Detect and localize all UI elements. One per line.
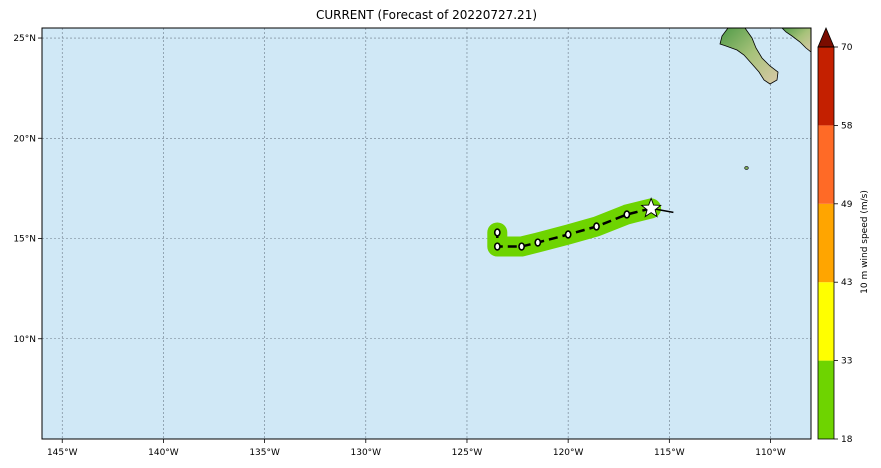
colorbar-tick-label: 58	[841, 121, 853, 131]
star-icon	[640, 197, 662, 218]
colorbar-bin	[818, 282, 834, 361]
forecast-position-marker	[623, 210, 631, 219]
longitude-tick-label: 120°W	[553, 448, 584, 458]
longitude-tick-label: 110°W	[755, 448, 786, 458]
longitude-tick-label: 135°W	[249, 448, 280, 458]
forecast-position-marker	[493, 228, 501, 237]
colorbar-border	[817, 46, 835, 440]
forecast-position-marker	[534, 238, 542, 247]
colorbar-extend-max	[817, 26, 835, 48]
forecast-position-marker	[593, 222, 600, 231]
longitude-tick-label: 115°W	[654, 448, 685, 458]
colorbar-tick-label: 43	[841, 278, 852, 288]
longitude-tick-label: 125°W	[452, 448, 483, 458]
colorbar-bin	[818, 125, 834, 204]
colorbar-tick-label: 18	[841, 435, 853, 445]
latitude-tick-label: 15°N	[13, 235, 36, 245]
colorbar-tick-label: 70	[841, 43, 853, 53]
forecast-track-line	[496, 207, 652, 248]
latitude-tick-label: 10°N	[13, 335, 36, 345]
latitude-tick-label: 20°N	[13, 134, 36, 144]
forecast-position-marker	[493, 242, 501, 251]
forecast-position-marker	[518, 242, 526, 251]
storm-track	[487, 197, 674, 257]
colorbar-tick-label: 49	[841, 200, 853, 210]
land-masses	[719, 28, 811, 170]
baja-california-land	[719, 28, 779, 85]
colorbar-bin	[818, 360, 834, 439]
colorbar-bin	[818, 203, 834, 283]
colorbar-bin	[818, 47, 834, 126]
island-socorro	[744, 166, 749, 170]
colorbar: 18 33 43 49 58 70	[817, 26, 853, 445]
mainland-mexico-land	[781, 28, 811, 53]
axis-tick-labels: 145°W 140°W 135°W 130°W 125°W 120°W 115°W 110°W…	[13, 34, 786, 458]
map-border	[41, 27, 812, 440]
colorbar-tick-label: 33	[841, 357, 852, 367]
longitude-tick-label: 145°W	[47, 448, 78, 458]
longitude-tick-label: 140°W	[148, 448, 179, 458]
forecast-position-marker	[564, 230, 572, 239]
map-title: CURRENT (Forecast of 20220727.21)	[315, 8, 538, 22]
latitude-tick-label: 25°N	[13, 34, 36, 44]
ocean-background	[42, 28, 811, 439]
longitude-tick-label: 130°W	[351, 448, 382, 458]
colorbar-label: 10 m wind speed (m/s)	[860, 190, 870, 294]
